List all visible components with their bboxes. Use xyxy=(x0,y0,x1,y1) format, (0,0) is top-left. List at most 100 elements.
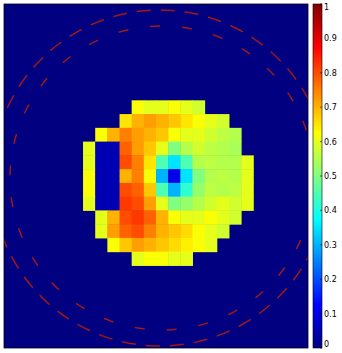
cell xyxy=(180,224,193,238)
cell xyxy=(168,183,181,197)
cell xyxy=(180,210,193,224)
cell xyxy=(120,142,133,156)
cell xyxy=(156,142,169,156)
cell xyxy=(144,210,157,224)
cell xyxy=(229,169,242,183)
cell xyxy=(120,169,133,183)
cell xyxy=(241,169,254,183)
cell xyxy=(132,252,145,266)
cell xyxy=(120,210,133,224)
rings xyxy=(4,10,308,346)
cell xyxy=(132,224,145,238)
cell xyxy=(192,142,205,156)
cell xyxy=(229,155,242,169)
cell xyxy=(156,252,169,266)
cell xyxy=(217,114,230,128)
cell xyxy=(229,210,242,224)
cell xyxy=(205,210,218,224)
cell xyxy=(168,155,181,169)
cell xyxy=(144,224,157,238)
cell xyxy=(107,224,120,238)
cell xyxy=(217,128,230,142)
cell xyxy=(107,210,120,224)
cell xyxy=(144,142,157,156)
cell xyxy=(192,155,205,169)
cell xyxy=(120,114,133,128)
cell xyxy=(95,142,108,156)
cell xyxy=(132,183,145,197)
colorbar-tick xyxy=(320,279,322,280)
cell xyxy=(205,238,218,252)
colorbar-label: 0.5 xyxy=(324,172,337,181)
cell xyxy=(120,197,133,211)
colorbar-tick xyxy=(320,4,322,5)
cell xyxy=(107,142,120,156)
cell xyxy=(168,252,181,266)
colorbar-label: 0.4 xyxy=(324,206,337,215)
cell xyxy=(95,224,108,238)
cell xyxy=(144,169,157,183)
cell xyxy=(83,142,96,156)
cell xyxy=(156,128,169,142)
colorbar-tick xyxy=(320,72,322,73)
cell xyxy=(192,197,205,211)
cell xyxy=(217,142,230,156)
outer-ring xyxy=(4,10,308,346)
cell xyxy=(205,114,218,128)
cell xyxy=(83,183,96,197)
cell xyxy=(120,224,133,238)
plot-frame xyxy=(4,4,308,348)
cell xyxy=(168,169,181,183)
colorbar-tick xyxy=(320,348,322,349)
cell xyxy=(132,155,145,169)
cell xyxy=(132,142,145,156)
cell xyxy=(95,183,108,197)
cell xyxy=(192,114,205,128)
colorbar-label: 0.3 xyxy=(324,241,337,250)
cell xyxy=(107,183,120,197)
cell xyxy=(156,238,169,252)
colorbar-label: 0.8 xyxy=(324,69,337,78)
colorbar-label: 0.2 xyxy=(324,275,337,284)
cell xyxy=(132,238,145,252)
cell xyxy=(168,197,181,211)
cell xyxy=(144,252,157,266)
cell xyxy=(241,197,254,211)
cell xyxy=(217,224,230,238)
cell xyxy=(132,114,145,128)
cell xyxy=(83,169,96,183)
colorbar-tick xyxy=(320,107,322,108)
colorbar xyxy=(313,4,322,348)
cell xyxy=(217,210,230,224)
colorbar-tick xyxy=(320,176,322,177)
cell xyxy=(205,142,218,156)
cell xyxy=(168,224,181,238)
cell xyxy=(120,128,133,142)
cell xyxy=(205,169,218,183)
cell xyxy=(120,183,133,197)
colorbar-label: 1 xyxy=(324,3,329,12)
cell xyxy=(156,224,169,238)
cell xyxy=(107,169,120,183)
cell xyxy=(95,128,108,142)
cell xyxy=(156,169,169,183)
cell xyxy=(132,169,145,183)
cell xyxy=(132,128,145,142)
colorbar-tick xyxy=(320,141,322,142)
cell xyxy=(180,238,193,252)
cell xyxy=(95,197,108,211)
cell xyxy=(229,197,242,211)
cell xyxy=(180,169,193,183)
cell xyxy=(120,238,133,252)
cell xyxy=(217,197,230,211)
cells xyxy=(83,100,254,266)
colorbar-label: 0.7 xyxy=(324,103,337,112)
cell xyxy=(192,238,205,252)
cell xyxy=(241,155,254,169)
cell xyxy=(180,197,193,211)
cell xyxy=(156,114,169,128)
cell xyxy=(95,169,108,183)
cell xyxy=(180,155,193,169)
colorbar-tick xyxy=(320,313,322,314)
chart: 00.10.20.30.40.50.60.70.80.91 xyxy=(0,0,342,353)
